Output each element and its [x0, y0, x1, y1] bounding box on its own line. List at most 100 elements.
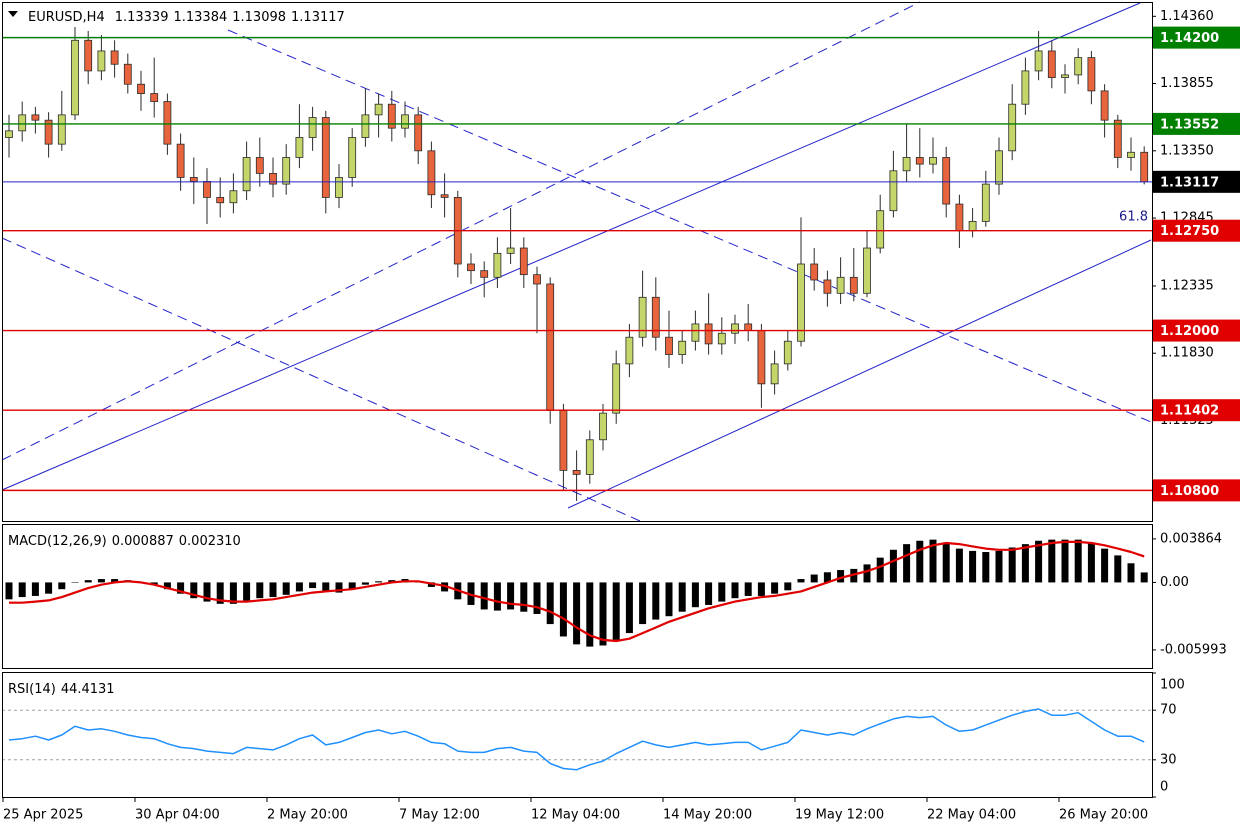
- main-frame: [2, 2, 1153, 522]
- candle-body: [757, 330, 766, 385]
- macd-bar: [229, 582, 237, 604]
- macd-bar: [559, 582, 567, 637]
- macd-bar: [295, 582, 303, 592]
- y-tick-label: 0.00: [1160, 575, 1189, 590]
- macd-bar: [480, 582, 488, 610]
- macd-bar: [863, 564, 871, 583]
- macd-bar: [1074, 539, 1082, 583]
- channel-line: [567, 239, 1152, 509]
- y-tick-label: 1.12335: [1160, 278, 1214, 293]
- macd-header: MACD(12,26,9) 0.000887 0.002310: [8, 534, 241, 549]
- macd-bar: [982, 552, 990, 583]
- macd-bar: [18, 582, 26, 598]
- candle-body: [493, 252, 502, 278]
- menu-arrow[interactable]: [8, 11, 18, 17]
- x-tick-label: 22 May 04:00: [927, 808, 1016, 823]
- macd-bar: [177, 582, 185, 594]
- x-tick-label: 14 May 20:00: [663, 808, 752, 823]
- y-tick-label: 0.003864: [1160, 531, 1222, 546]
- candle-body: [783, 340, 792, 365]
- level-label: 1.12000: [1160, 324, 1219, 339]
- macd-bar: [797, 579, 805, 583]
- candle-body: [968, 220, 977, 232]
- candle-body: [691, 323, 700, 342]
- macd-bar: [269, 582, 277, 598]
- x-tick-label: 12 May 04:00: [531, 808, 620, 823]
- candle-body: [1061, 74, 1069, 78]
- rsi-frame: [2, 672, 1153, 798]
- candle-body: [506, 247, 515, 254]
- candle-body: [282, 157, 291, 185]
- x-tick-label: 30 Apr 04:00: [135, 808, 220, 823]
- candle-body: [1034, 50, 1043, 72]
- candle-body: [1100, 90, 1109, 121]
- candle-body: [123, 63, 132, 85]
- macd-bar: [876, 557, 884, 583]
- candle-body: [5, 130, 13, 138]
- macd-bar: [1140, 572, 1148, 583]
- macd-bar: [1048, 539, 1056, 583]
- candle-body: [150, 93, 159, 102]
- macd-bar: [889, 549, 897, 583]
- candle-body: [665, 336, 673, 355]
- macd-bar: [1061, 539, 1069, 583]
- level-label: 1.13552: [1160, 117, 1219, 132]
- candle-body: [889, 170, 898, 212]
- candle-body: [97, 50, 106, 72]
- y-tick-label: 30: [1160, 752, 1177, 767]
- candle-body: [176, 143, 185, 178]
- signal-line: [9, 540, 1145, 643]
- macd-bar: [929, 539, 937, 583]
- macd-bar: [969, 550, 977, 583]
- macd-bar: [546, 582, 554, 625]
- candle-body: [361, 114, 370, 138]
- candle-body: [374, 103, 383, 116]
- high-value: 1.13384: [173, 10, 227, 25]
- candle-body: [797, 263, 805, 342]
- x-tick-label: 7 May 12:00: [399, 808, 480, 823]
- candle-body: [427, 150, 436, 196]
- candle-body: [1140, 151, 1149, 183]
- candle-body: [572, 469, 581, 475]
- level-label: 1.14200: [1160, 31, 1219, 46]
- macd-bar: [1114, 555, 1122, 583]
- macd-bar: [5, 582, 13, 600]
- low-value: 1.13098: [232, 10, 286, 25]
- candle-body: [863, 247, 871, 294]
- level-box: [1153, 26, 1240, 49]
- x-tick-label: 19 May 12:00: [795, 808, 884, 823]
- candle-body: [519, 247, 528, 276]
- candle-body: [1087, 57, 1096, 92]
- candle-body: [995, 150, 1003, 185]
- macd-bar: [850, 568, 858, 583]
- x-tick-label: 26 May 20:00: [1059, 808, 1148, 823]
- candle-body: [1047, 50, 1056, 78]
- macd-bar: [995, 550, 1003, 583]
- y-tick-label: 1.11830: [1160, 346, 1214, 361]
- candle-body: [942, 157, 951, 205]
- macd-bar: [203, 582, 211, 602]
- macd-bar: [216, 582, 224, 604]
- candle-body: [110, 50, 119, 65]
- macd-bar: [652, 582, 660, 620]
- candle-body: [823, 279, 832, 294]
- candle-body: [612, 363, 621, 414]
- candle-body: [744, 323, 753, 331]
- macd-bar: [784, 582, 792, 591]
- macd-frame: [2, 524, 1153, 669]
- candle-body: [546, 283, 555, 411]
- candle-body: [559, 410, 568, 471]
- candle-body: [335, 177, 343, 198]
- candle-body: [216, 197, 225, 204]
- macd-bar: [111, 579, 119, 583]
- layout: [1, 1, 1152, 522]
- macd-bar: [744, 582, 752, 596]
- candle-body: [1113, 119, 1122, 158]
- macd-bar: [335, 582, 343, 593]
- macd-bar: [665, 582, 673, 617]
- macd-bar: [150, 582, 158, 585]
- macd-main-value: 0.000887: [112, 534, 174, 549]
- macd-bar: [612, 582, 620, 640]
- level-box: [1153, 479, 1240, 502]
- rsi-line: [8, 708, 1145, 771]
